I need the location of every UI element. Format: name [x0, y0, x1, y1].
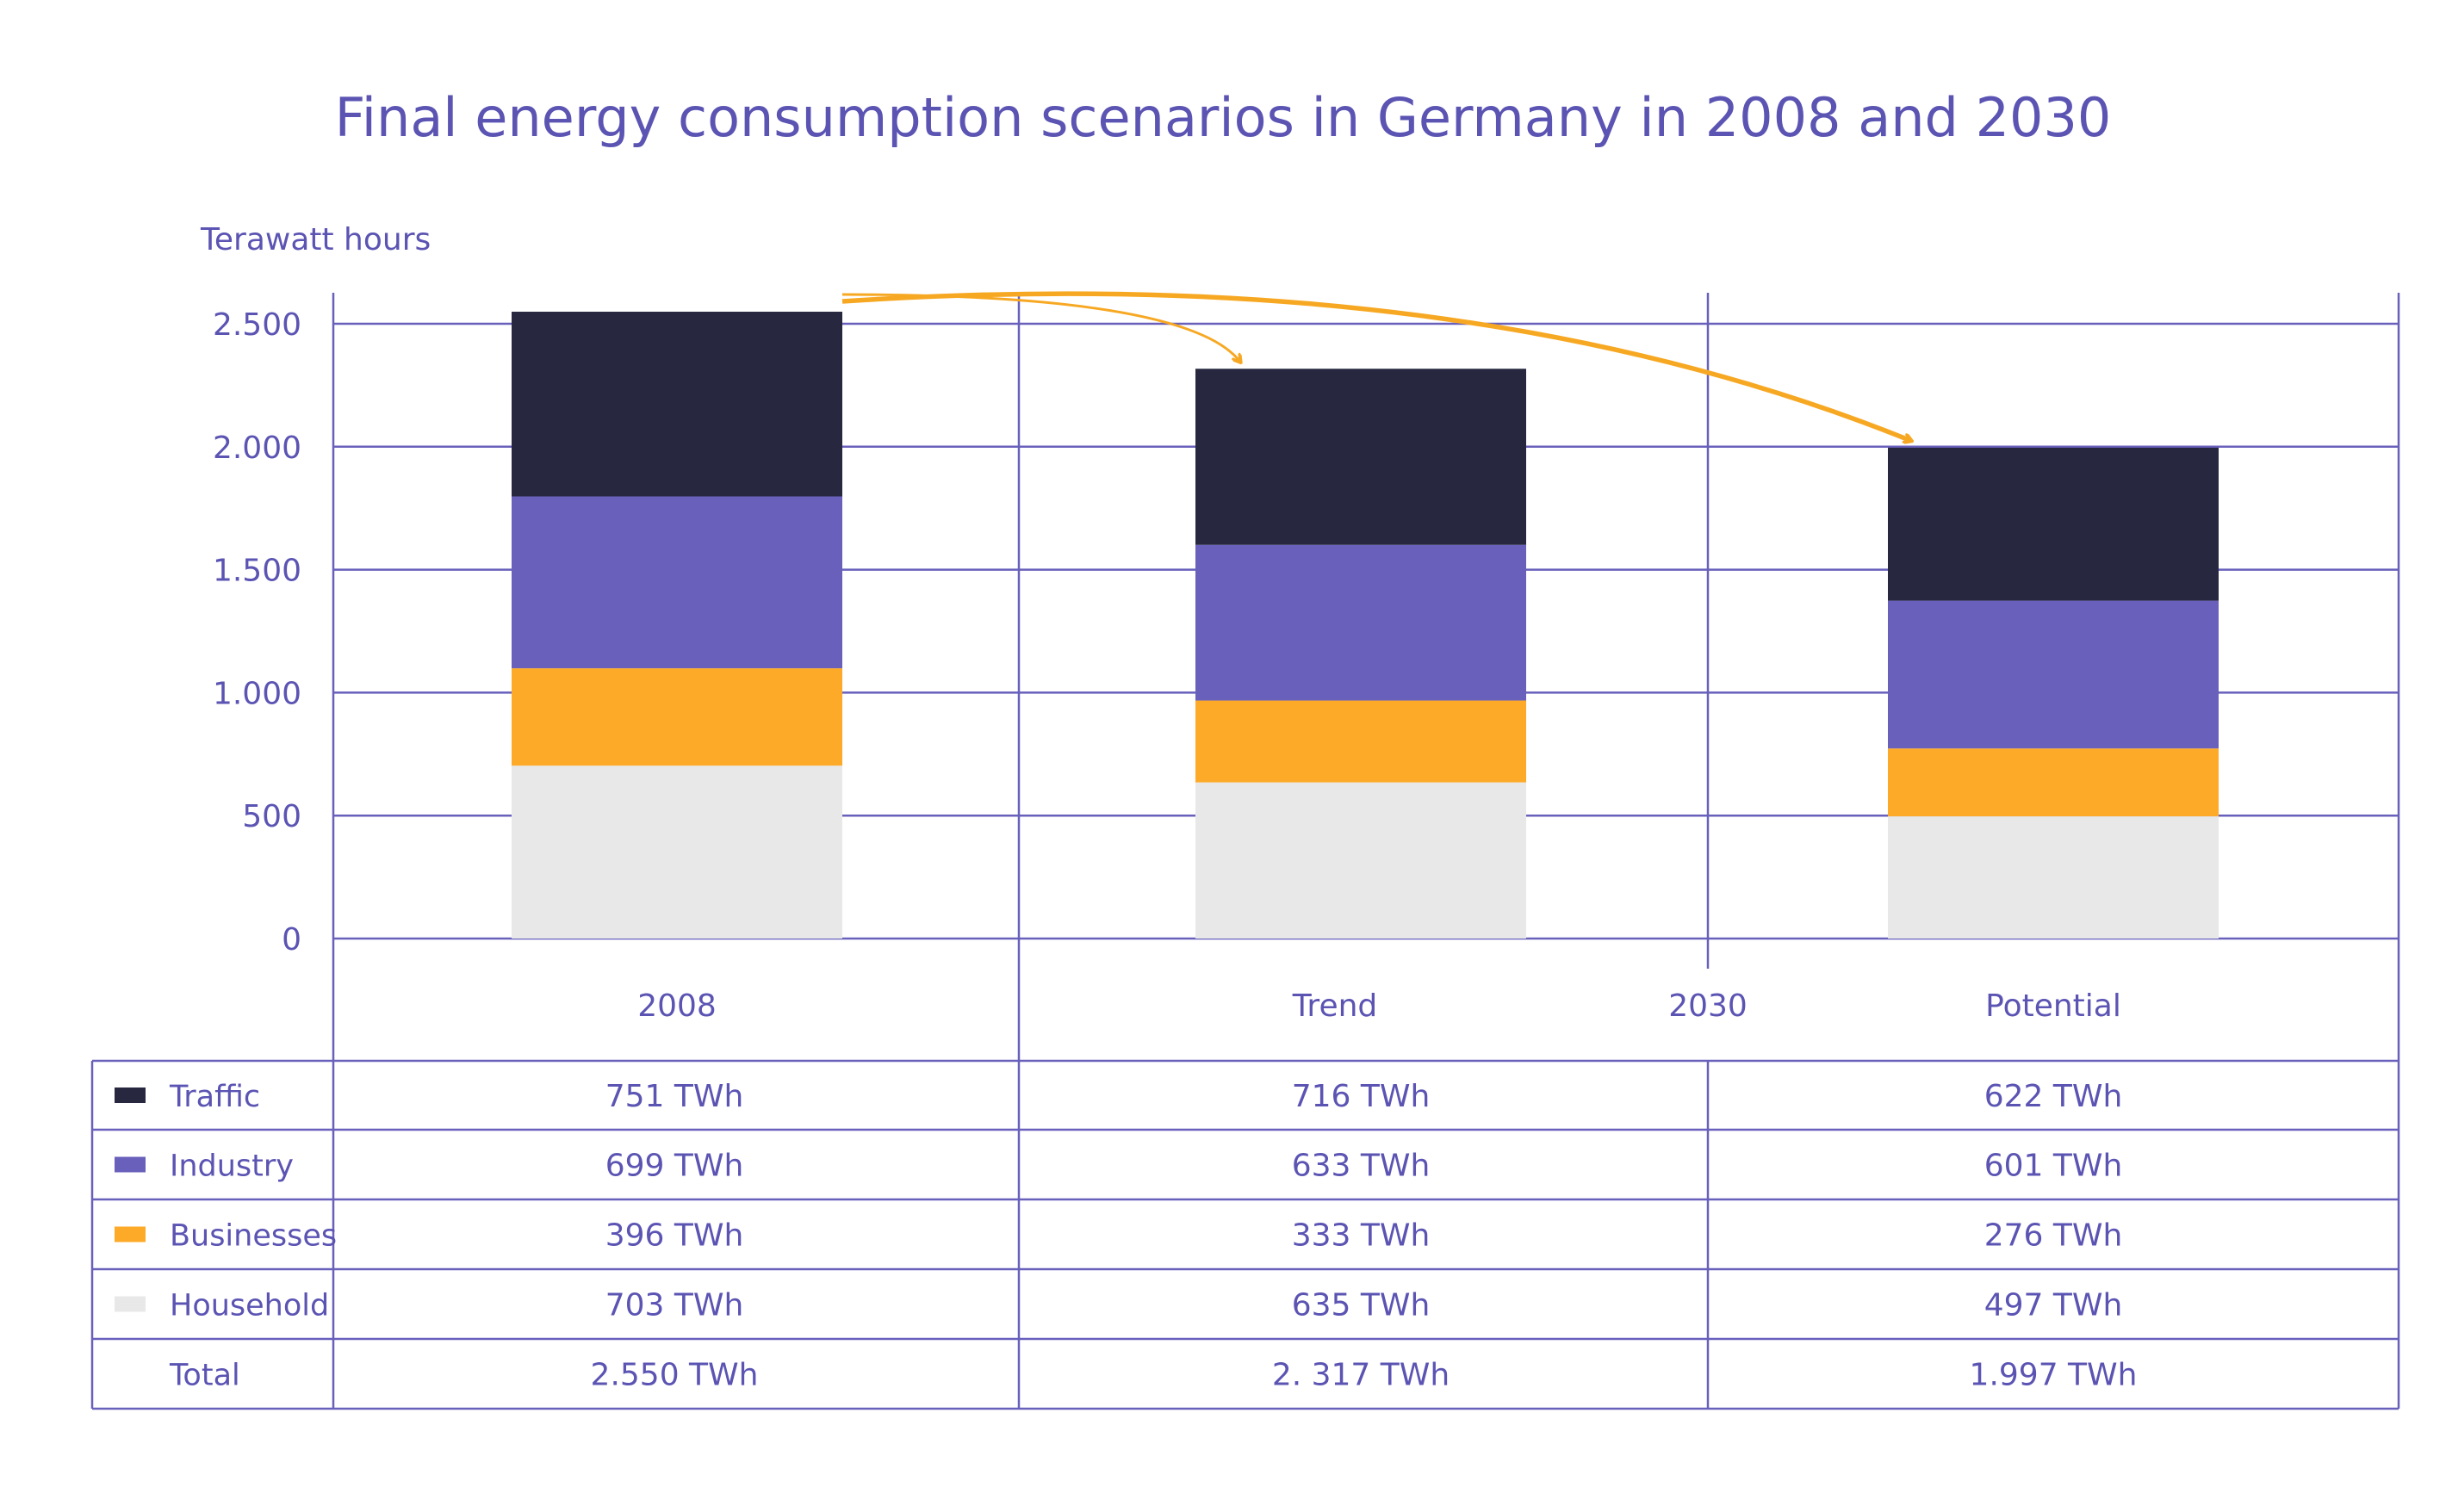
chart-title: Final energy consumption scenarios in Ge… [335, 86, 2112, 149]
y-tick-label: 1.500 [213, 554, 301, 589]
bar-household-2008 [512, 765, 842, 939]
total-cell: 2. 317 TWh [1272, 1358, 1450, 1393]
legend-label: Industry [170, 1149, 294, 1184]
bar-industry-2008 [512, 496, 842, 669]
total-cell: 1.997 TWh [1970, 1358, 2138, 1393]
bars-layer [512, 312, 2219, 939]
group-label: 2030 [1668, 988, 1748, 1024]
y-tick-label: 500 [242, 799, 301, 834]
table-cell: 622 TWh [1984, 1079, 2123, 1114]
arrows-layer [841, 291, 1911, 441]
table-cell: 497 TWh [1984, 1288, 2123, 1323]
bar-businesses-2008 [512, 668, 842, 766]
bar-traffic-2008 [512, 312, 842, 497]
data-table: Traffic 751 TWh 716 TWh 622 TWh Industry 699 … [90, 1059, 2399, 1410]
legend-swatch-household [115, 1296, 146, 1312]
legend-swatch-businesses [115, 1226, 146, 1242]
x-tick-label: Trend [1292, 988, 1378, 1024]
y-tick-label: 1.000 [213, 676, 301, 711]
legend-label: Household [170, 1289, 329, 1323]
x-tick-label: Potential [1985, 988, 2121, 1024]
total-label: Total [169, 1359, 240, 1393]
legend-swatch-traffic [115, 1088, 146, 1103]
x-tick-label: 2008 [637, 988, 717, 1024]
table-cell: 716 TWh [1292, 1079, 1431, 1114]
table-cell: 633 TWh [1292, 1149, 1431, 1184]
bar-traffic-potential [1888, 447, 2219, 601]
table-cell: 601 TWh [1984, 1149, 2123, 1184]
bar-household-potential [1888, 816, 2219, 939]
legend-swatch-industry [115, 1156, 146, 1173]
table-cell: 276 TWh [1984, 1218, 2123, 1254]
table-cell: 396 TWh [605, 1218, 744, 1254]
y-tick-label: 2.500 [213, 307, 301, 343]
total-cell: 2.550 TWh [591, 1358, 759, 1393]
bar-businesses-potential [1888, 748, 2219, 817]
bar-household-trend [1195, 782, 1526, 939]
table-cell: 751 TWh [605, 1079, 744, 1114]
arrow-to-potential [841, 291, 1911, 441]
table-cell: 703 TWh [605, 1288, 744, 1323]
y-axis-label: Terawatt hours [200, 222, 431, 257]
legend-label: Businesses [170, 1219, 337, 1254]
y-tick-label: 0 [282, 922, 301, 957]
y-tick-label: 2.000 [213, 431, 301, 466]
legend-label: Traffic [169, 1080, 260, 1114]
table-cell: 635 TWh [1292, 1288, 1431, 1323]
table-cell: 333 TWh [1292, 1218, 1431, 1254]
bar-traffic-trend [1195, 369, 1526, 545]
bar-industry-trend [1195, 544, 1526, 701]
arrow-to-trend [841, 293, 1240, 362]
bar-businesses-trend [1195, 700, 1526, 783]
bar-industry-potential [1888, 600, 2219, 749]
table-cell: 699 TWh [605, 1149, 744, 1184]
